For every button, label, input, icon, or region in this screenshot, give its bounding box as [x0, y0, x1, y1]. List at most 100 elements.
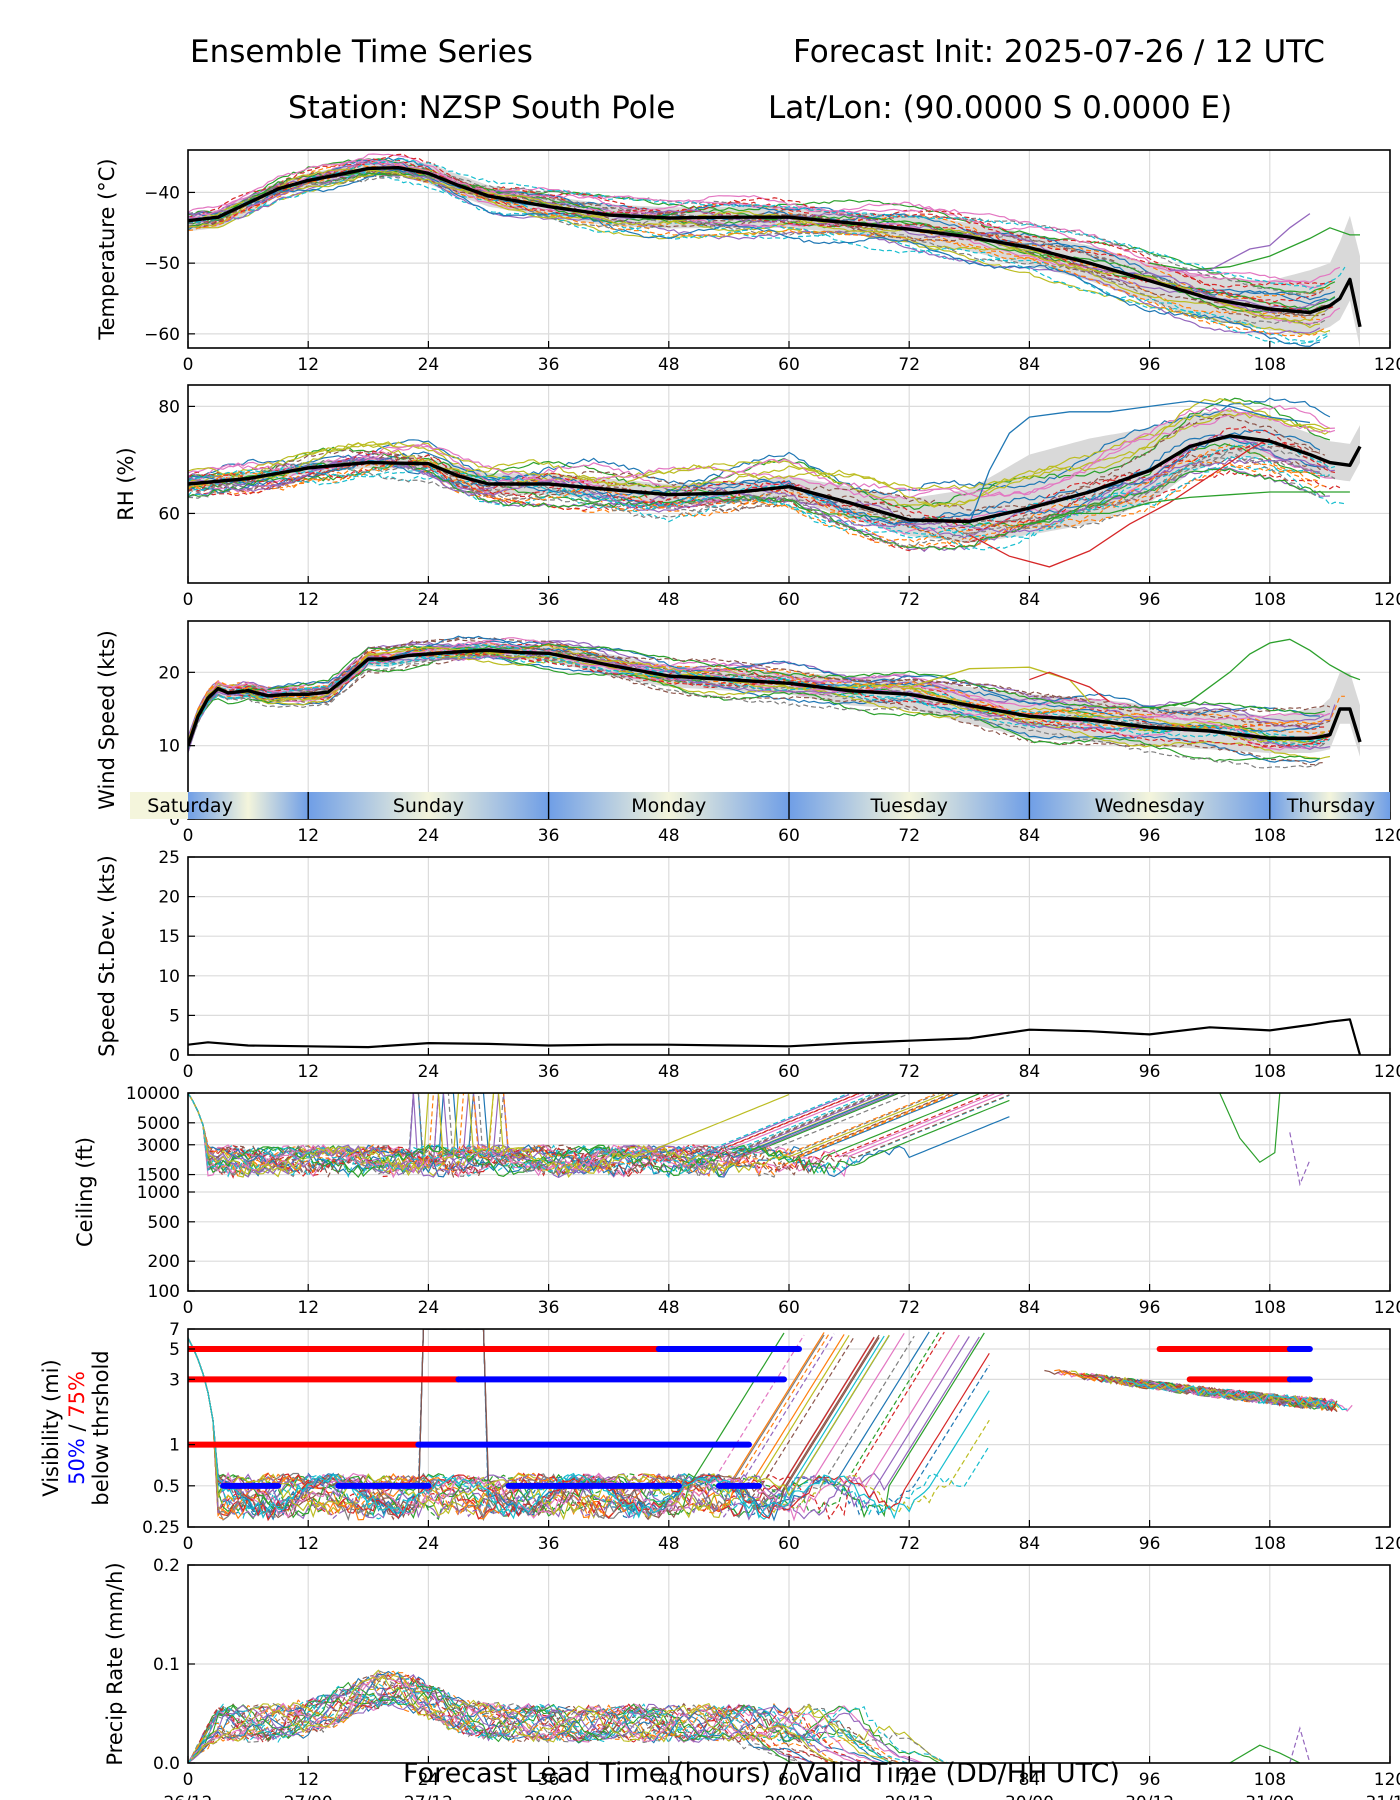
ensemble-member: [188, 1676, 1370, 1763]
ensemble-member: [188, 158, 1346, 290]
ensemble-member: [188, 1335, 885, 1520]
ensemble-member: [188, 644, 1331, 751]
visibility-label: Visibility (mi): [39, 1359, 63, 1496]
ensemble-member: [188, 1337, 990, 1520]
title-left: Ensemble Time Series: [190, 34, 533, 70]
panel-rh: 0 12 24 36 48 60 72 84 96 108 120 60 80 RH (%): [114, 384, 1400, 610]
ensemble-member: [188, 1683, 1370, 1763]
x-tick-label: 96: [1139, 1770, 1161, 1790]
ensemble-member-outlier: [1029, 671, 1110, 703]
ensemble-member: [188, 161, 1326, 314]
x-tick-label: 84: [1019, 1298, 1041, 1318]
x-tick-label: 36: [538, 355, 560, 375]
x-tick-label: 24: [418, 590, 440, 610]
ensemble-member: [1153, 1381, 1330, 1406]
y-tick-label: 1: [169, 1436, 180, 1456]
y-tick-label: 200: [148, 1252, 180, 1272]
ensemble-member: [188, 1670, 1370, 1763]
ensemble-mean-line: [188, 434, 1362, 524]
x-tick-label: 120: [1374, 1770, 1400, 1790]
plot-area-visibility: [188, 1329, 1390, 1527]
x-tick-label: 24: [418, 826, 440, 846]
y-tick-label: 1000: [137, 1183, 180, 1203]
ensemble-member: [188, 1674, 1370, 1763]
x-tick-label: 0: [183, 1298, 194, 1318]
y-tick-label: 100: [148, 1282, 180, 1302]
ensemble-member: [188, 153, 1336, 288]
x-tick-label: 0: [183, 590, 194, 610]
latlon-label: Lat/Lon: (90.0000 S 0.0000 E): [768, 90, 1233, 126]
ensemble-member: [188, 1093, 945, 1175]
x-tick-label: 48: [658, 1298, 680, 1318]
ensemble-member: [188, 1335, 915, 1518]
y-axis-label: RH (%): [114, 447, 138, 520]
y-axis-label: Temperature (°C): [95, 158, 119, 340]
ensemble-member-outlier: [1289, 1132, 1311, 1187]
ensemble-member-outlier: [1229, 1744, 1301, 1763]
ensemble-member: [188, 1688, 1370, 1763]
valid-time-label: 30/12: [1125, 1793, 1174, 1800]
day-label: Wednesday: [1095, 795, 1205, 817]
x-tick-label: 72: [898, 1534, 920, 1554]
x-tick-label: 0: [183, 826, 194, 846]
x-tick-label: 60: [778, 1062, 800, 1082]
x-tick-label: 108: [1254, 1770, 1286, 1790]
x-tick-label: 12: [297, 1770, 319, 1790]
day-segment: [1269, 792, 1390, 819]
x-tick-label: 108: [1254, 826, 1286, 846]
x-tick-label: 72: [898, 1770, 920, 1790]
ensemble-member-outlier: [968, 400, 1310, 525]
ensemble-member: [188, 1093, 955, 1177]
y-tick-label: 10: [158, 737, 180, 757]
day-label: Tuesday: [870, 795, 948, 817]
ensemble-member: [188, 648, 1326, 748]
x-tick-label: 48: [658, 590, 680, 610]
x-tick-label: 24: [418, 355, 440, 375]
ensemble-member: [188, 455, 1345, 551]
ensemble-member: [188, 171, 1330, 318]
day-segment: [188, 792, 309, 819]
x-tick-label: 12: [297, 826, 319, 846]
plot-area-temperature: [188, 150, 1390, 348]
x-tick-label: 96: [1139, 355, 1161, 375]
y-axis-label: Wind Speed (kts): [95, 630, 119, 810]
x-tick-label: 72: [898, 1062, 920, 1082]
x-tick-label: 96: [1139, 1062, 1161, 1082]
x-tick-label: 96: [1139, 1534, 1161, 1554]
valid-time-label: 31/00: [1245, 1793, 1294, 1800]
x-tick-label: 0: [183, 1770, 194, 1790]
ensemble-member: [188, 654, 1325, 766]
x-tick-label: 96: [1139, 590, 1161, 610]
ensemble-member: [188, 1677, 1370, 1763]
legend-75: 75%: [65, 1371, 89, 1418]
y-tick-label: −50: [144, 254, 180, 274]
x-tick-label: 120: [1374, 1062, 1400, 1082]
x-tick-label: 120: [1374, 826, 1400, 846]
ensemble-member: [188, 1093, 880, 1179]
ensemble-member: [188, 456, 1331, 543]
visibility-threshold-legend: 50% / 75%: [65, 1371, 89, 1485]
day-label: Monday: [631, 795, 706, 817]
x-tick-label: 108: [1254, 1534, 1286, 1554]
x-tick-label: 0: [183, 1062, 194, 1082]
y-axis-label: Ceiling (ft): [73, 1137, 97, 1247]
y-tick-label: 5000: [137, 1114, 180, 1134]
day-segment: [789, 792, 1030, 819]
ensemble-member: [188, 404, 1335, 500]
ensemble-member: [188, 1093, 850, 1178]
y-tick-label: 0: [169, 810, 180, 830]
panel-temperature: 0 12 24 36 48 60 72 84 96 108 120 −60 −50 −40 Temperat…: [95, 149, 1400, 375]
ensemble-member: [188, 462, 1321, 548]
y-tick-label: 0.5: [153, 1477, 180, 1497]
ensemble-member-outlier: [1169, 213, 1311, 271]
ensemble-member: [188, 153, 1326, 289]
x-axis-label: Forecast Lead Time (hours) / Valid Time …: [403, 1758, 1120, 1789]
ensemble-member: [188, 409, 1331, 508]
y-tick-label: 7: [169, 1320, 180, 1340]
x-tick-label: 60: [778, 355, 800, 375]
x-tick-label: 24: [418, 1298, 440, 1318]
x-tick-label: 12: [297, 1534, 319, 1554]
y-tick-label: 500: [148, 1213, 180, 1233]
ensemble-member: [188, 439, 1326, 526]
